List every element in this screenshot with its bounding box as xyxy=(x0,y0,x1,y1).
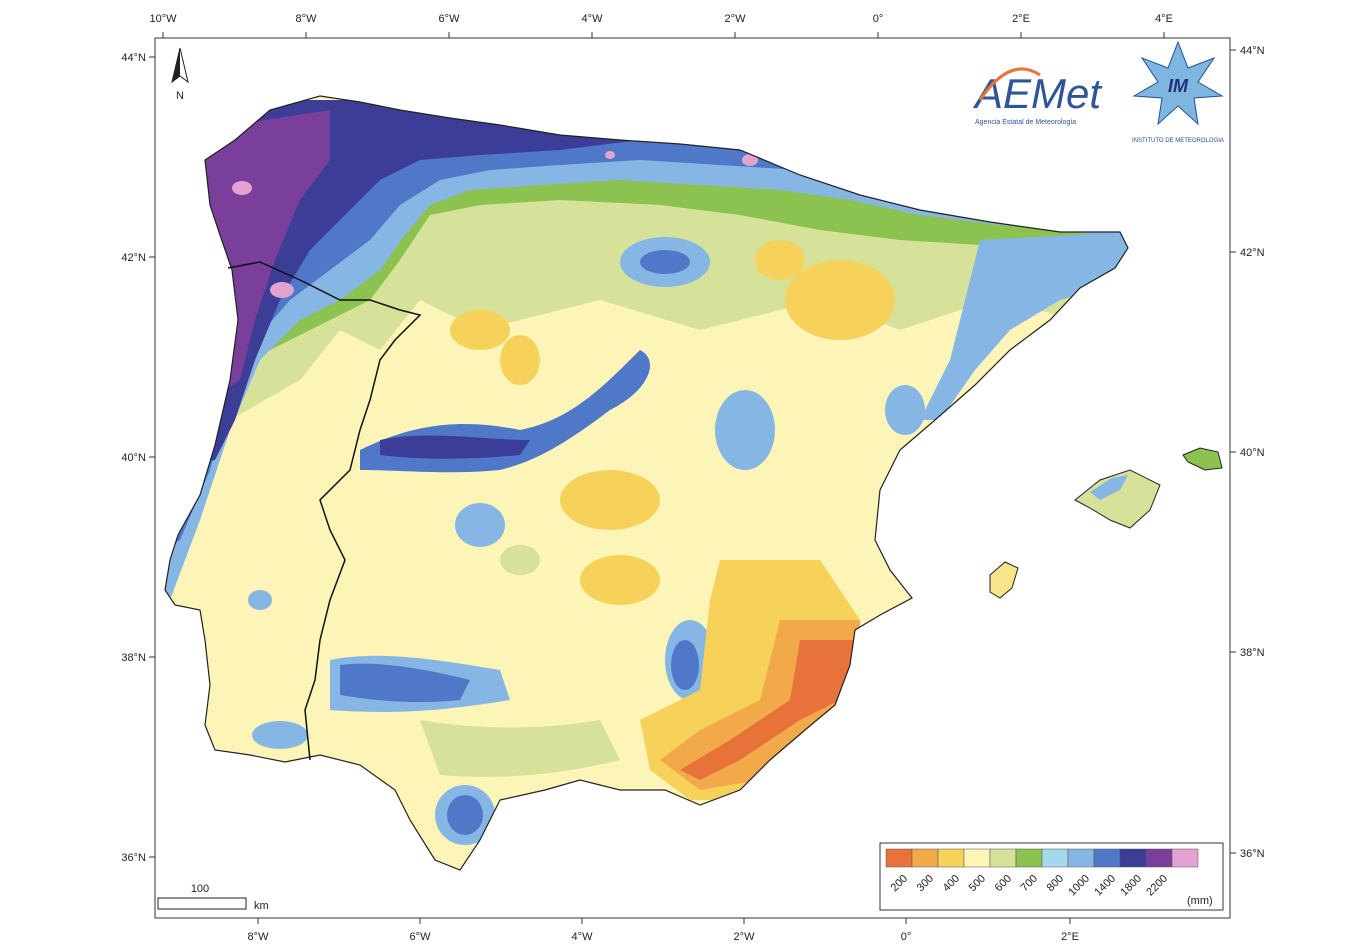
legend-swatch-6 xyxy=(1041,848,1069,868)
left-tick-38n: 38°N xyxy=(121,652,146,664)
legend-swatches xyxy=(885,848,1199,868)
aemet-wordmark: AEMet xyxy=(972,70,1103,117)
portugal-border xyxy=(227,261,422,761)
north-arrow: N xyxy=(171,47,189,102)
north-arrow-label: N xyxy=(176,90,184,102)
top-tick-8w: 8°W xyxy=(296,13,318,25)
legend-swatch-4 xyxy=(989,848,1017,868)
bottom-longitude-ticks: 8°W 6°W 4°W 2°W 0° 2°E xyxy=(248,918,1079,943)
bottom-tick-4w: 4°W xyxy=(572,931,594,943)
legend-swatch-7 xyxy=(1067,848,1095,868)
left-tick-36n: 36°N xyxy=(121,852,146,864)
scale-bar: 100 km xyxy=(157,883,269,912)
legend-swatch-3 xyxy=(963,848,991,868)
legend-swatch-1 xyxy=(911,848,939,868)
aemet-logo: AEMet Agencia Estatal de Meteorología xyxy=(972,67,1103,126)
right-tick-36n: 36°N xyxy=(1240,848,1265,860)
scale-bar-unit: km xyxy=(254,900,269,912)
left-latitude-ticks: 44°N 42°N 40°N 38°N 36°N xyxy=(121,52,155,864)
left-tick-40n: 40°N xyxy=(121,452,146,464)
right-tick-44n: 44°N xyxy=(1240,45,1265,57)
im-subtitle: INSTITUTO DE METEOROLOGIA xyxy=(1132,138,1224,144)
legend: 200 300 400 500 600 700 800 1000 1400 1800 2200 (m… xyxy=(879,842,1224,911)
iberian-peninsula xyxy=(164,95,1129,871)
top-tick-2e: 2°E xyxy=(1012,13,1030,25)
bottom-tick-6w: 6°W xyxy=(410,931,432,943)
top-tick-10w: 10°W xyxy=(149,13,177,25)
left-tick-42n: 42°N xyxy=(121,252,146,264)
bottom-tick-2w: 2°W xyxy=(734,931,756,943)
balearic-islands xyxy=(989,447,1223,599)
im-logo: IM INSTITUTO DE METEOROLOGIA xyxy=(1132,40,1224,144)
top-tick-6w: 6°W xyxy=(439,13,461,25)
right-tick-38n: 38°N xyxy=(1240,647,1265,659)
top-tick-0: 0° xyxy=(873,13,884,25)
legend-swatch-10 xyxy=(1145,848,1173,868)
top-longitude-ticks: 10°W 8°W 6°W 4°W 2°W 0° 2°E 4°E xyxy=(149,13,1173,38)
scale-bar-value: 100 xyxy=(191,883,209,895)
legend-swatch-0 xyxy=(885,848,913,868)
legend-swatch-5 xyxy=(1015,848,1043,868)
right-tick-42n: 42°N xyxy=(1240,247,1265,259)
bottom-tick-2e: 2°E xyxy=(1061,931,1079,943)
aemet-subtitle: Agencia Estatal de Meteorología xyxy=(975,119,1076,126)
legend-swatch-2 xyxy=(937,848,965,868)
im-monogram: IM xyxy=(1168,76,1189,96)
top-tick-4w: 4°W xyxy=(582,13,604,25)
left-tick-44n: 44°N xyxy=(121,52,146,64)
top-tick-4e: 4°E xyxy=(1155,13,1173,25)
legend-unit: (mm) xyxy=(1187,895,1213,907)
right-latitude-ticks: 44°N 42°N 40°N 38°N 36°N xyxy=(1230,45,1265,860)
top-tick-2w: 2°W xyxy=(725,13,747,25)
legend-swatch-8 xyxy=(1093,848,1121,868)
map-frame xyxy=(154,37,1231,919)
legend-swatch-11 xyxy=(1171,848,1199,868)
right-tick-40n: 40°N xyxy=(1240,447,1265,459)
bottom-tick-0: 0° xyxy=(901,931,912,943)
bottom-tick-8w: 8°W xyxy=(248,931,270,943)
legend-swatch-9 xyxy=(1119,848,1147,868)
